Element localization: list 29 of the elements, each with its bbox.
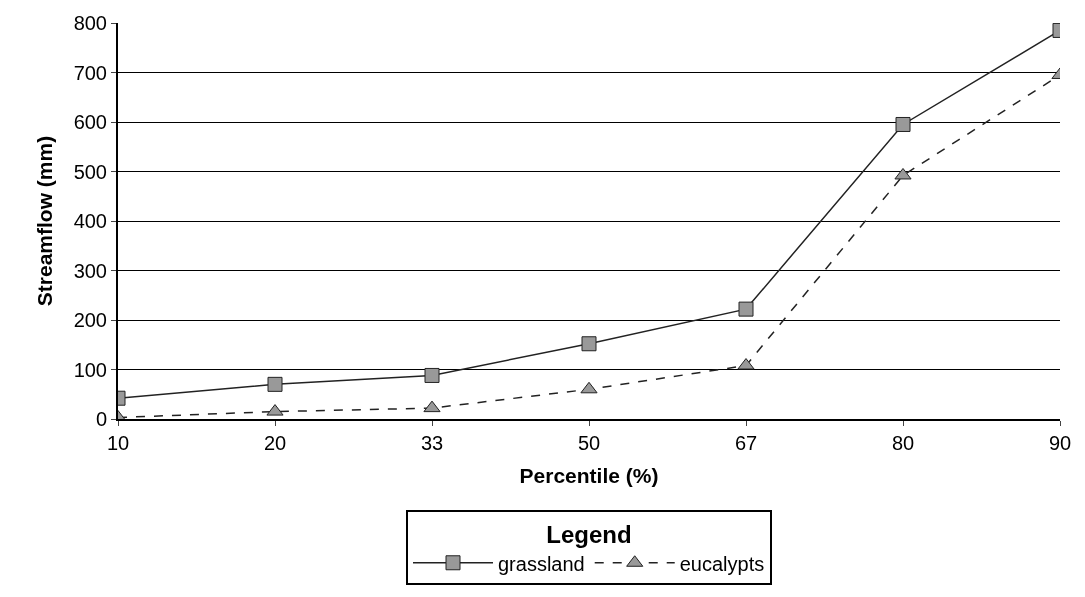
point [580, 381, 598, 394]
y-tick-label: 400 [73, 210, 107, 232]
x-axis-title: Percentile (%) [519, 463, 659, 487]
y-tick-label: 600 [73, 111, 107, 133]
legend-title: Legend [546, 521, 632, 549]
legend-label: grassland [498, 552, 585, 575]
legend-label: eucalypts [679, 552, 765, 575]
x-tick-label: 67 [734, 432, 758, 454]
point [894, 167, 912, 180]
y-tick-label: 100 [73, 358, 107, 381]
y-axis-title: Streamflow (mm) [33, 135, 57, 307]
y-tick-label: 300 [73, 259, 107, 282]
x-tick-label: 10 [106, 432, 130, 454]
y-tick-label: 800 [73, 12, 107, 34]
point [267, 376, 283, 392]
x-tick-label: 90 [1048, 432, 1072, 454]
point [581, 336, 597, 352]
x-tick-label: 33 [420, 432, 444, 454]
y-tick-label: 500 [73, 160, 107, 183]
point [424, 367, 440, 383]
x-tick-label: 20 [263, 432, 287, 454]
x-tick-label: 80 [891, 432, 915, 454]
x-tick-label: 50 [577, 432, 601, 454]
y-tick-label: 0 [95, 408, 107, 430]
y-tick-label: 200 [73, 309, 107, 331]
point [738, 301, 754, 317]
point [423, 400, 441, 413]
point [895, 116, 911, 132]
y-tick-label: 700 [73, 61, 107, 84]
